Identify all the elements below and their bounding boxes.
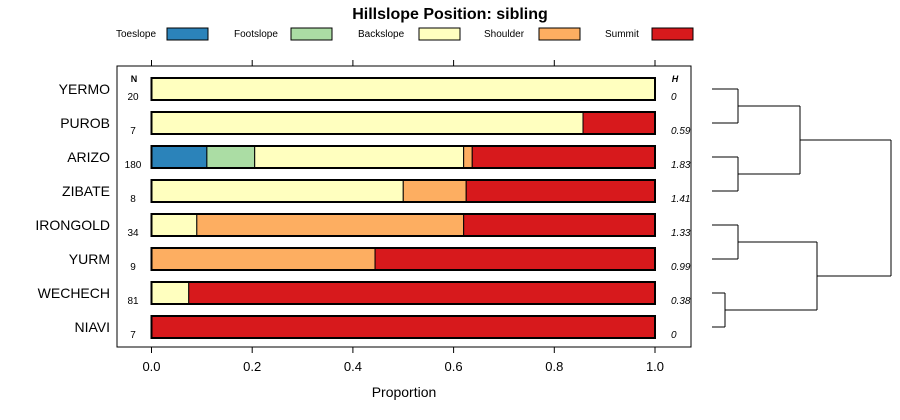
- legend-label-footslope: Footslope: [234, 29, 278, 40]
- n-value: 7: [130, 126, 136, 137]
- category-label: WECHECH: [38, 285, 110, 301]
- x-tick-label: 0.8: [545, 359, 563, 374]
- n-value: 7: [130, 330, 136, 341]
- row-irongold: IRONGOLD 34 1.33: [35, 213, 691, 239]
- h-value: 1.83: [671, 160, 691, 171]
- h-value: 0: [671, 92, 677, 103]
- bar-segment-toeslope: [151, 145, 208, 169]
- bar-segment-summit: [471, 145, 656, 169]
- legend-swatch-summit: [651, 27, 694, 41]
- n-value: 81: [127, 296, 139, 307]
- legend-swatch-backslope: [418, 27, 461, 41]
- bar-outline: [150, 111, 656, 135]
- category-label: ZIBATE: [62, 183, 110, 199]
- x-axis: 0.0 0.2 0.4 0.6 0.8 1.0: [142, 346, 664, 374]
- x-tick-label: 1.0: [646, 359, 664, 374]
- legend: Toeslope Footslope Backslope Shoulder Summit: [116, 27, 694, 41]
- bar-segment-backslope: [151, 77, 656, 101]
- x-tick-label: 0.4: [344, 359, 362, 374]
- bar-segment-shoulder: [402, 179, 467, 203]
- n-value: 180: [125, 160, 142, 171]
- category-label: ARIZO: [67, 149, 110, 165]
- row-arizo: ARIZO 180 1.83: [67, 145, 691, 171]
- category-label: PUROB: [60, 115, 110, 131]
- bar-outline: [150, 315, 656, 339]
- x-tick-label: 0.0: [142, 359, 160, 374]
- x-tick-label: 0.2: [243, 359, 261, 374]
- category-label: NIAVI: [74, 319, 110, 335]
- bar-segment-backslope: [151, 281, 190, 305]
- bar-outline: [150, 77, 656, 101]
- h-value: 0.99: [671, 262, 691, 273]
- bar-segment-shoulder: [151, 247, 376, 271]
- n-header: N: [131, 74, 138, 84]
- legend-swatch-footslope: [290, 27, 333, 41]
- bar-outline: [150, 213, 656, 237]
- row-yermo: YERMO 20 0: [59, 77, 677, 103]
- x-tick-label: 0.6: [445, 359, 463, 374]
- bar-segment-backslope: [254, 145, 465, 169]
- category-label: YURM: [69, 251, 110, 267]
- h-value: 0.59: [671, 126, 691, 137]
- dendrogram: [712, 88, 892, 328]
- category-label: YERMO: [59, 81, 110, 97]
- h-value: 1.41: [671, 194, 690, 205]
- category-label: IRONGOLD: [35, 217, 110, 233]
- bar-segment-backslope: [151, 111, 584, 135]
- legend-label-shoulder: Shoulder: [484, 29, 525, 40]
- bar-rows: YERMO 20 0 PUROB 7 0.59 ARIZO 180 1.83 ZIBATE 8 1.4…: [35, 77, 691, 341]
- top-axis-ticks: [151, 60, 656, 66]
- bar-segment-backslope: [151, 213, 198, 237]
- n-value: 34: [127, 228, 139, 239]
- row-wechech: WECHECH 81 0.38: [38, 281, 691, 307]
- bar-outline: [150, 247, 656, 271]
- bar-segment-shoulder: [463, 145, 473, 169]
- legend-label-backslope: Backslope: [358, 29, 405, 40]
- row-niavi: NIAVI 7 0: [74, 315, 677, 341]
- h-value: 0: [671, 330, 677, 341]
- h-value: 1.33: [671, 228, 691, 239]
- bar-segment-backslope: [151, 179, 404, 203]
- legend-swatch-toeslope: [166, 27, 209, 41]
- legend-swatch-shoulder: [538, 27, 581, 41]
- h-value: 0.38: [671, 296, 691, 307]
- n-value: 9: [130, 262, 136, 273]
- row-yurm: YURM 9 0.99: [69, 247, 691, 273]
- legend-label-toeslope: Toeslope: [116, 29, 156, 40]
- chart-title: Hillslope Position: sibling: [352, 6, 548, 23]
- h-header: H: [672, 74, 679, 84]
- bar-outline: [150, 179, 656, 203]
- bar-segment-shoulder: [196, 213, 465, 237]
- row-zibate: ZIBATE 8 1.41: [62, 179, 690, 205]
- bar-segment-summit: [151, 315, 656, 339]
- bar-segment-summit: [463, 213, 656, 237]
- bar-segment-summit: [188, 281, 656, 305]
- bar-segment-summit: [374, 247, 656, 271]
- legend-label-summit: Summit: [605, 29, 639, 40]
- bar-outline: [150, 145, 656, 169]
- n-value: 20: [127, 92, 139, 103]
- bar-segment-summit: [465, 179, 656, 203]
- bar-segment-summit: [582, 111, 656, 135]
- n-value: 8: [130, 194, 136, 205]
- bar-segment-footslope: [206, 145, 256, 169]
- bar-outline: [150, 281, 656, 305]
- row-purob: PUROB 7 0.59: [60, 111, 691, 137]
- x-axis-title: Proportion: [372, 384, 437, 400]
